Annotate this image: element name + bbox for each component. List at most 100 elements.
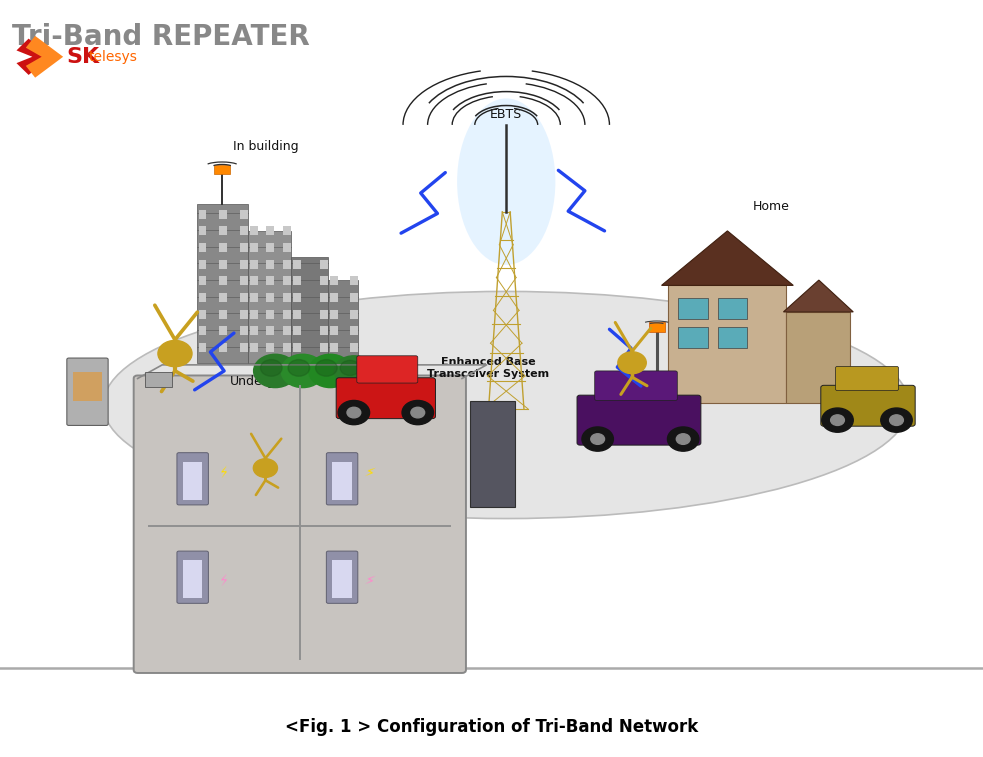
FancyBboxPatch shape [350,276,358,285]
Text: ⚡: ⚡ [363,573,376,590]
FancyBboxPatch shape [293,326,301,335]
FancyBboxPatch shape [328,280,358,363]
Text: Underground: Underground [229,375,312,388]
FancyBboxPatch shape [718,298,747,319]
FancyBboxPatch shape [330,326,338,335]
FancyBboxPatch shape [293,276,301,285]
FancyBboxPatch shape [199,260,206,269]
FancyBboxPatch shape [199,343,206,352]
FancyBboxPatch shape [145,372,172,387]
FancyBboxPatch shape [183,560,202,598]
FancyBboxPatch shape [199,276,206,285]
FancyBboxPatch shape [219,243,227,252]
FancyBboxPatch shape [250,226,258,235]
FancyBboxPatch shape [250,326,258,335]
FancyBboxPatch shape [240,260,248,269]
FancyBboxPatch shape [332,462,352,500]
FancyBboxPatch shape [330,293,338,302]
Text: EBTS: EBTS [491,108,522,121]
FancyBboxPatch shape [219,260,227,269]
Circle shape [402,400,434,425]
FancyBboxPatch shape [336,378,435,419]
FancyBboxPatch shape [250,310,258,319]
Circle shape [411,407,425,418]
Circle shape [260,360,282,376]
Circle shape [831,415,844,425]
FancyBboxPatch shape [320,326,328,335]
FancyBboxPatch shape [283,310,291,319]
Text: ⚡: ⚡ [217,573,231,590]
FancyBboxPatch shape [283,343,291,352]
FancyBboxPatch shape [266,293,274,302]
FancyBboxPatch shape [350,326,358,335]
FancyBboxPatch shape [330,310,338,319]
Text: SK: SK [66,47,99,67]
FancyBboxPatch shape [678,298,708,319]
FancyBboxPatch shape [219,210,227,219]
FancyBboxPatch shape [283,326,291,335]
Circle shape [582,427,613,451]
FancyBboxPatch shape [326,453,358,505]
Text: Home: Home [753,201,790,213]
FancyBboxPatch shape [678,327,708,348]
Circle shape [288,360,310,376]
FancyBboxPatch shape [219,343,227,352]
FancyBboxPatch shape [350,293,358,302]
FancyBboxPatch shape [836,366,898,391]
FancyBboxPatch shape [219,293,227,302]
Text: ⚡: ⚡ [217,465,231,481]
Text: ⚡: ⚡ [363,465,376,481]
FancyBboxPatch shape [357,356,418,383]
FancyBboxPatch shape [199,293,206,302]
FancyBboxPatch shape [250,293,258,302]
FancyBboxPatch shape [283,293,291,302]
FancyBboxPatch shape [326,551,358,603]
FancyBboxPatch shape [67,358,108,425]
Ellipse shape [457,98,555,265]
FancyBboxPatch shape [199,243,206,252]
Circle shape [890,415,903,425]
Text: Enhanced Base
Transceiver System: Enhanced Base Transceiver System [428,357,549,379]
FancyBboxPatch shape [283,260,291,269]
Polygon shape [26,36,63,78]
FancyBboxPatch shape [240,276,248,285]
FancyBboxPatch shape [240,243,248,252]
FancyBboxPatch shape [266,343,274,352]
FancyBboxPatch shape [250,243,258,252]
FancyBboxPatch shape [350,310,358,319]
Circle shape [881,408,912,432]
Circle shape [591,434,605,444]
FancyBboxPatch shape [240,326,248,335]
FancyBboxPatch shape [266,326,274,335]
FancyBboxPatch shape [199,210,206,219]
Ellipse shape [103,291,909,519]
FancyBboxPatch shape [219,310,227,319]
FancyBboxPatch shape [266,310,274,319]
FancyBboxPatch shape [199,226,206,235]
Circle shape [309,354,352,388]
FancyBboxPatch shape [786,312,850,403]
FancyBboxPatch shape [177,551,208,603]
FancyBboxPatch shape [183,462,202,500]
FancyBboxPatch shape [291,257,328,363]
FancyBboxPatch shape [595,371,677,400]
FancyBboxPatch shape [73,372,102,401]
FancyBboxPatch shape [330,276,338,285]
FancyBboxPatch shape [668,285,786,403]
Text: <Fig. 1 > Configuration of Tri-Band Network: <Fig. 1 > Configuration of Tri-Band Netw… [285,718,698,736]
FancyBboxPatch shape [283,276,291,285]
FancyBboxPatch shape [320,343,328,352]
FancyBboxPatch shape [293,343,301,352]
FancyBboxPatch shape [320,293,328,302]
Polygon shape [783,280,853,312]
Polygon shape [662,231,793,285]
FancyBboxPatch shape [219,226,227,235]
FancyBboxPatch shape [293,310,301,319]
Circle shape [822,408,853,432]
FancyBboxPatch shape [240,210,248,219]
Polygon shape [17,39,51,75]
FancyBboxPatch shape [250,260,258,269]
FancyBboxPatch shape [266,226,274,235]
FancyBboxPatch shape [248,231,291,363]
FancyBboxPatch shape [293,260,301,269]
